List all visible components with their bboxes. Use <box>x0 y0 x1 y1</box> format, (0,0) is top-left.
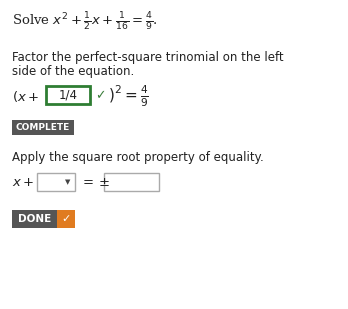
FancyBboxPatch shape <box>12 120 74 135</box>
Text: COMPLETE: COMPLETE <box>16 123 70 132</box>
Text: Solve $x^2 + \frac{1}{2}x + \frac{1}{16} = \frac{4}{9}$.: Solve $x^2 + \frac{1}{2}x + \frac{1}{16}… <box>12 11 158 33</box>
FancyBboxPatch shape <box>104 173 159 191</box>
Text: ▼: ▼ <box>65 179 71 185</box>
FancyBboxPatch shape <box>37 173 75 191</box>
Text: side of the equation.: side of the equation. <box>12 66 134 78</box>
Text: $)^2 = \frac{4}{9}$: $)^2 = \frac{4}{9}$ <box>108 83 149 109</box>
Text: $= \pm$: $= \pm$ <box>80 176 110 189</box>
Text: ✓: ✓ <box>95 90 105 103</box>
Text: ✓: ✓ <box>61 214 71 224</box>
Text: $(x +$: $(x +$ <box>12 88 39 104</box>
FancyBboxPatch shape <box>46 86 90 104</box>
Text: Apply the square root property of equality.: Apply the square root property of equali… <box>12 150 264 163</box>
FancyBboxPatch shape <box>57 210 75 228</box>
Text: DONE: DONE <box>18 214 51 224</box>
Text: Factor the perfect-square trinomial on the left: Factor the perfect-square trinomial on t… <box>12 52 284 65</box>
Text: $x +$: $x +$ <box>12 176 34 189</box>
FancyBboxPatch shape <box>12 210 57 228</box>
Text: 1/4: 1/4 <box>58 88 78 101</box>
